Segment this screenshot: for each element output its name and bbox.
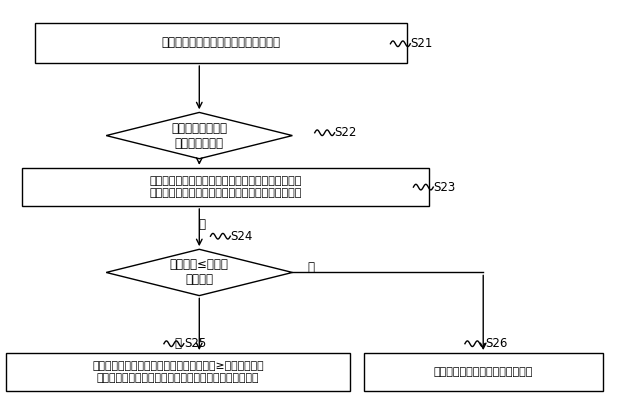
Polygon shape bbox=[106, 249, 292, 296]
Text: 否: 否 bbox=[307, 261, 315, 274]
Text: S21: S21 bbox=[411, 37, 433, 50]
Text: S23: S23 bbox=[434, 181, 455, 194]
Text: S24: S24 bbox=[230, 230, 253, 243]
Text: 是: 是 bbox=[174, 337, 181, 350]
Text: 开启加热带，直至内机储液器内的冷媒压力≥第二设定压力
值时关闭加热带，然后控制电子膨胀阀打开、压缩机启动: 开启加热带，直至内机储液器内的冷媒压力≥第二设定压力 值时关闭加热带，然后控制电… bbox=[92, 361, 264, 383]
Text: 冷媒压力≤第一设
定压力值: 冷媒压力≤第一设 定压力值 bbox=[170, 259, 229, 286]
Text: S25: S25 bbox=[183, 337, 206, 350]
Text: 控制电子膨胀阀关闭、制冷剂泵启动；制冷剂泵启动
第一设定时间后关闭，获取内机储液器内的冷媒压力: 控制电子膨胀阀关闭、制冷剂泵启动；制冷剂泵启动 第一设定时间后关闭，获取内机储液… bbox=[149, 176, 302, 198]
Bar bbox=[35, 23, 407, 63]
Text: 在接收到开机信号时获取室外环境温度: 在接收到开机信号时获取室外环境温度 bbox=[162, 36, 281, 49]
Bar bbox=[22, 168, 429, 206]
Text: S22: S22 bbox=[334, 126, 356, 139]
Bar bbox=[6, 353, 350, 391]
Text: 室外环境温度小于
设定超低温阈值: 室外环境温度小于 设定超低温阈值 bbox=[171, 122, 227, 149]
Bar bbox=[364, 353, 603, 391]
Text: 是: 是 bbox=[199, 218, 206, 231]
Polygon shape bbox=[106, 112, 292, 159]
Text: S26: S26 bbox=[485, 337, 507, 350]
Text: 控制电子膨胀阀打开、压缩机启动: 控制电子膨胀阀打开、压缩机启动 bbox=[434, 367, 533, 377]
